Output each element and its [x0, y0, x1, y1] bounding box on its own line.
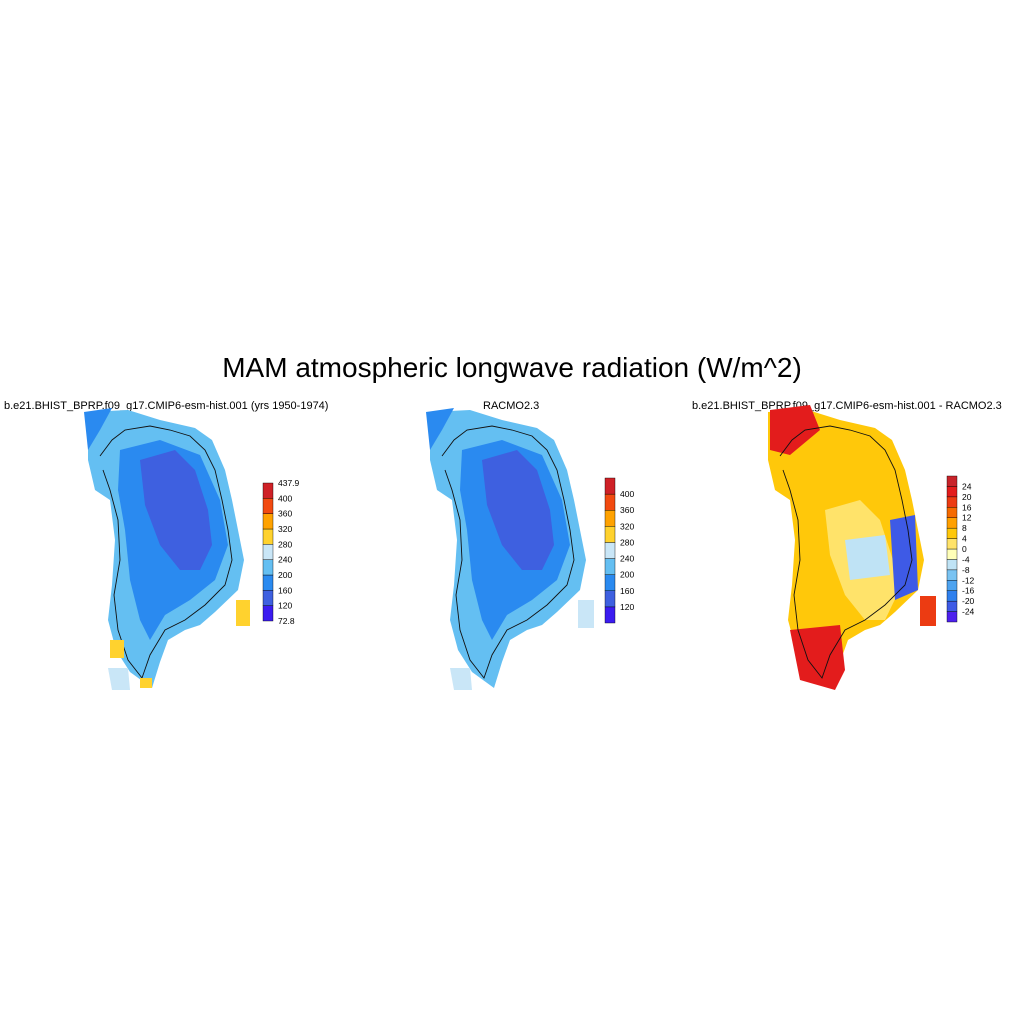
colorbar-swatch	[604, 510, 616, 527]
colorbar-swatch	[262, 544, 274, 560]
panel-1-northwest-region	[84, 408, 112, 450]
colorbar-tick-label: 16	[962, 502, 972, 512]
colorbar-swatch	[946, 569, 958, 581]
colorbar-swatch	[946, 527, 958, 539]
colorbar-swatch	[946, 611, 958, 623]
panel-3-south-hot-region	[790, 625, 845, 690]
colorbar-swatch	[262, 559, 274, 576]
panel-2-map	[426, 408, 586, 690]
panel-1-south-region	[108, 668, 130, 690]
colorbar-swatch	[604, 574, 616, 591]
panel-3-map	[768, 405, 936, 690]
colorbar-tick-label: 280	[620, 537, 634, 547]
colorbar-tick-label: 240	[278, 555, 292, 565]
colorbar-tick-label: 120	[620, 602, 634, 612]
colorbar-tick-label: 360	[620, 505, 634, 515]
colorbar-tick-label: -16	[962, 586, 975, 596]
colorbar-swatch	[604, 526, 616, 543]
colorbar-swatch	[262, 574, 274, 591]
panel-2-coastline	[441, 425, 575, 679]
colorbar-swatch	[946, 496, 958, 508]
colorbar-tick-label: 120	[278, 601, 292, 611]
colorbar-swatch	[262, 513, 274, 530]
colorbar-tick-label: 0	[962, 544, 967, 554]
figure-title: MAM atmospheric longwave radiation (W/m^…	[222, 352, 802, 383]
panel-2-northwest-region	[426, 408, 454, 450]
colorbar-tick-label: 320	[278, 524, 292, 534]
colorbar-tick-label: 200	[620, 570, 634, 580]
colorbar-swatch	[946, 538, 958, 550]
colorbar-tick-label: -12	[962, 575, 975, 585]
colorbar-tick-label: 12	[962, 513, 972, 523]
colorbar-swatch	[946, 486, 958, 498]
colorbar-tick-label: 280	[278, 539, 292, 549]
colorbar-swatch	[946, 580, 958, 591]
colorbar-tick-label: 24	[962, 481, 972, 491]
colorbar-swatch	[262, 590, 274, 606]
panel-1-coastline	[99, 425, 233, 679]
colorbar-tick-label: 400	[278, 493, 292, 503]
colorbar-swatch	[604, 590, 616, 608]
panel-3-title: b.e21.BHIST_BPRP.f09_g17.CMIP6-esm-hist.…	[692, 400, 1002, 412]
colorbar-tick-label: 160	[278, 585, 292, 595]
panel-1-title: b.e21.BHIST_BPRP.f09_g17.CMIP6-esm-hist.…	[4, 400, 329, 412]
panel-1-map	[84, 408, 250, 690]
colorbar-tick-label: -4	[962, 554, 970, 564]
colorbar-tick-label: 320	[620, 521, 634, 531]
colorbar-swatch	[946, 548, 958, 560]
colorbar-swatch	[604, 558, 616, 575]
panel-1-warm-cell	[140, 678, 152, 688]
panel-2-title: RACMO2.3	[483, 400, 540, 412]
panel-2-interior-region	[482, 450, 554, 570]
panel-3-island-region	[920, 596, 936, 626]
colorbar-tick-label: 200	[278, 570, 292, 580]
panel-1-island-region	[236, 600, 250, 626]
panel-1-interior-region	[140, 450, 212, 570]
colorbar-swatch	[946, 590, 958, 602]
colorbar-swatch	[946, 517, 958, 529]
colorbar-swatch	[946, 507, 958, 518]
colorbar-tick-label: 360	[278, 509, 292, 519]
panel-3-north-hot-region	[770, 405, 820, 455]
panel-2-south-region	[450, 668, 472, 690]
panel-3-east-cold-region	[890, 515, 918, 600]
colorbar-tick-label: -24	[962, 607, 975, 617]
colorbar-swatch	[946, 475, 958, 487]
colorbar-swatch	[604, 477, 616, 495]
colorbar-tick-label: 240	[620, 554, 634, 564]
panel-3-coastline	[779, 425, 913, 679]
colorbar-swatch	[946, 600, 958, 612]
colorbar-tick-label: 20	[962, 492, 972, 502]
colorbar-swatch	[262, 605, 274, 622]
colorbar-tick-label: -8	[962, 565, 970, 575]
panel-2-island-region	[578, 600, 594, 628]
colorbar-swatch	[946, 559, 958, 571]
panel-1-colorbar: 72.8 120 160 200 240 280 320 360 400 437.9	[262, 478, 300, 626]
colorbar-tick-label: 437.9	[278, 478, 300, 488]
panel-1-warm-cell	[110, 640, 124, 658]
colorbar-tick-label: 72.8	[278, 616, 295, 626]
colorbar-swatch	[262, 528, 274, 545]
colorbar-swatch	[604, 542, 616, 559]
colorbar-tick-label: 160	[620, 586, 634, 596]
colorbar-tick-label: 400	[620, 489, 634, 499]
colorbar-swatch	[262, 482, 274, 499]
colorbar-swatch	[604, 606, 616, 624]
colorbar-swatch	[604, 493, 616, 511]
colorbar-swatch	[262, 498, 274, 514]
panel-3-neutral-region	[845, 535, 890, 580]
panel-2-colorbar: 120 160 200 240 280 320 360 400	[604, 477, 634, 624]
colorbar-tick-label: 4	[962, 534, 967, 544]
colorbar-tick-label: 8	[962, 523, 967, 533]
colorbar-tick-label: -20	[962, 596, 975, 606]
